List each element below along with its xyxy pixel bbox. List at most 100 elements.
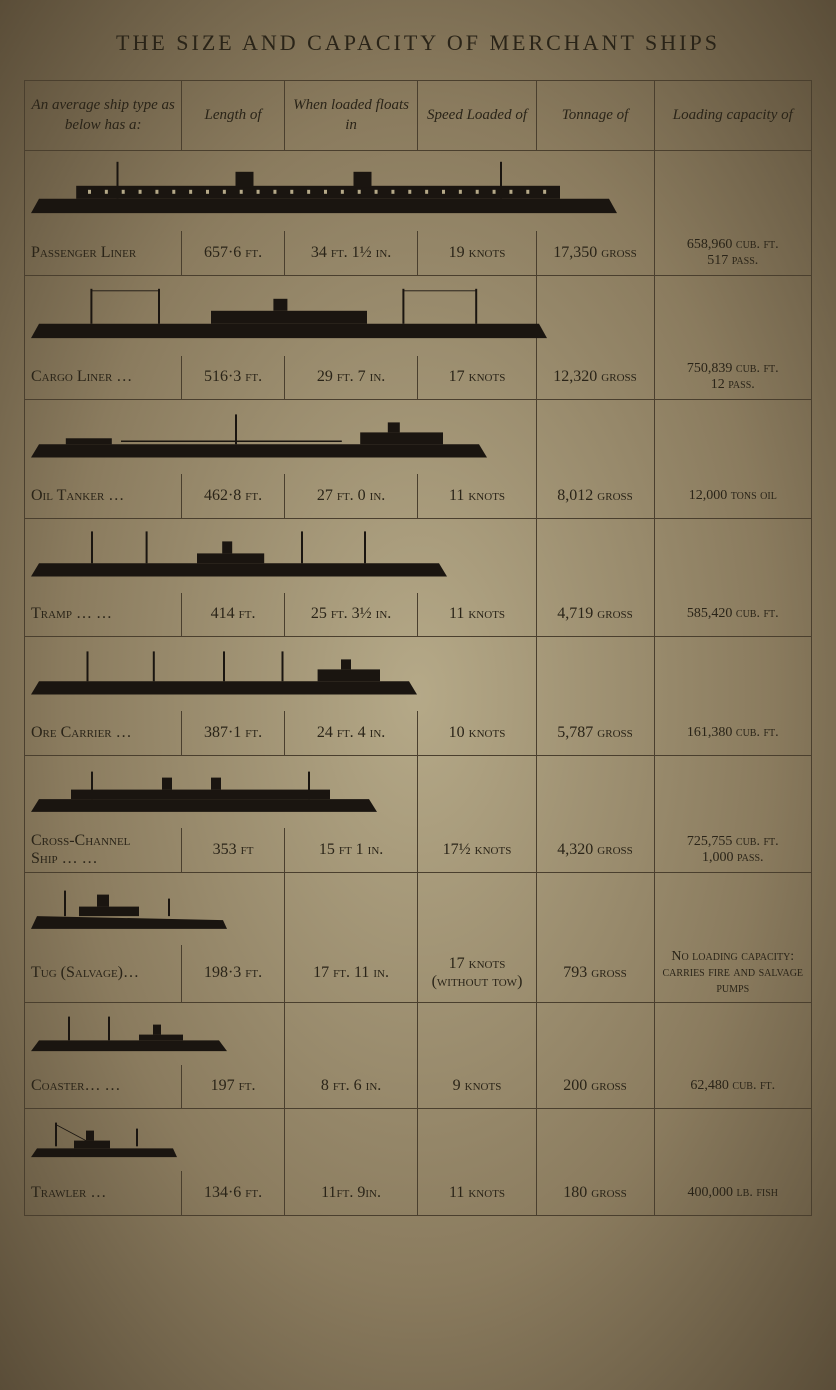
empty-cell — [284, 1002, 418, 1065]
ship-silhouette-icon — [29, 157, 650, 229]
table-row: Tug (Salvage)…198·3 ft.17 ft. 11 in.17 k… — [25, 945, 812, 1002]
ship-tonnage: 17,350 gross — [536, 231, 654, 275]
ship-silhouette-icon — [29, 1115, 280, 1169]
ship-silhouette-row — [25, 275, 812, 356]
empty-cell — [654, 873, 811, 946]
ship-capacity: 725,755 cub. ft. 1,000 pass. — [654, 828, 811, 873]
empty-cell — [654, 1109, 811, 1172]
empty-cell — [536, 400, 654, 475]
ship-silhouette-row — [25, 1002, 812, 1065]
empty-cell — [654, 275, 811, 356]
table-row: Oil Tanker …462·8 ft.27 ft. 0 in.11 knot… — [25, 474, 812, 518]
empty-cell — [284, 873, 418, 946]
ship-length: 516·3 ft. — [182, 356, 284, 400]
empty-cell — [536, 755, 654, 828]
ship-silhouette-cell — [25, 518, 537, 593]
ship-name: Tug (Salvage)… — [25, 945, 182, 1002]
empty-cell — [654, 400, 811, 475]
ship-length: 414 ft. — [182, 593, 284, 637]
table-header-row: An average ship type as below has a: Len… — [25, 81, 812, 151]
empty-cell — [284, 1109, 418, 1172]
ship-silhouette-row — [25, 1109, 812, 1172]
header-tonnage: Tonnage of — [536, 81, 654, 151]
ship-capacity: 585,420 cub. ft. — [654, 593, 811, 637]
ship-silhouette-icon — [29, 879, 280, 943]
ship-silhouette-icon — [29, 525, 532, 591]
ship-draft: 29 ft. 7 in. — [284, 356, 418, 400]
ship-length: 353 ft — [182, 828, 284, 873]
ship-length: 387·1 ft. — [182, 711, 284, 755]
ship-draft: 11ft. 9in. — [284, 1171, 418, 1215]
empty-cell — [654, 151, 811, 232]
empty-cell — [536, 518, 654, 593]
ship-silhouette-cell — [25, 755, 418, 828]
ship-silhouette-icon — [29, 1009, 280, 1063]
ship-speed: 19 knots — [418, 231, 536, 275]
ship-capacity: 400,000 lb. fish — [654, 1171, 811, 1215]
ship-length: 462·8 ft. — [182, 474, 284, 518]
table-row: Ore Carrier …387·1 ft.24 ft. 4 in.10 kno… — [25, 711, 812, 755]
ship-silhouette-icon — [29, 762, 413, 826]
ship-tonnage: 4,320 gross — [536, 828, 654, 873]
ship-tonnage: 4,719 gross — [536, 593, 654, 637]
header-capacity: Loading capacity of — [654, 81, 811, 151]
ship-length: 134·6 ft. — [182, 1171, 284, 1215]
ship-name: Ore Carrier … — [25, 711, 182, 755]
ship-tonnage: 180 gross — [536, 1171, 654, 1215]
ship-silhouette-row — [25, 400, 812, 475]
ship-silhouette-icon — [29, 643, 532, 709]
ship-speed: 17 knots (without tow) — [418, 945, 536, 1002]
ship-silhouette-icon — [29, 406, 532, 472]
ship-tonnage: 8,012 gross — [536, 474, 654, 518]
ship-length: 657·6 ft. — [182, 231, 284, 275]
empty-cell — [654, 1002, 811, 1065]
empty-cell — [418, 1002, 536, 1065]
ships-table: An average ship type as below has a: Len… — [24, 80, 812, 1216]
ship-name: Trawler … — [25, 1171, 182, 1215]
header-length: Length of — [182, 81, 284, 151]
ship-length: 197 ft. — [182, 1065, 284, 1109]
empty-cell — [654, 518, 811, 593]
header-draft: When loaded floats in — [284, 81, 418, 151]
ship-name: Coaster… … — [25, 1065, 182, 1109]
ship-speed: 11 knots — [418, 474, 536, 518]
empty-cell — [418, 873, 536, 946]
empty-cell — [536, 637, 654, 712]
empty-cell — [654, 755, 811, 828]
header-speed: Speed Loaded of — [418, 81, 536, 151]
ship-silhouette-cell — [25, 151, 655, 232]
ship-silhouette-row — [25, 151, 812, 232]
ship-speed: 17 knots — [418, 356, 536, 400]
ship-speed: 9 knots — [418, 1065, 536, 1109]
ship-name: Cross-Channel Ship … … — [25, 828, 182, 873]
page-title: THE SIZE AND CAPACITY OF MERCHANT SHIPS — [24, 30, 812, 56]
ship-draft: 17 ft. 11 in. — [284, 945, 418, 1002]
table-row: Coaster… …197 ft.8 ft. 6 in.9 knots200 g… — [25, 1065, 812, 1109]
ship-silhouette-row — [25, 873, 812, 946]
empty-cell — [418, 1109, 536, 1172]
empty-cell — [536, 1002, 654, 1065]
ship-silhouette-cell — [25, 400, 537, 475]
ship-tonnage: 793 gross — [536, 945, 654, 1002]
ship-name: Tramp … … — [25, 593, 182, 637]
ship-speed: 17½ knots — [418, 828, 536, 873]
ship-capacity: 750,839 cub. ft. 12 pass. — [654, 356, 811, 400]
ship-silhouette-cell — [25, 1002, 285, 1065]
ship-capacity: 12,000 tons oil — [654, 474, 811, 518]
ship-silhouette-row — [25, 755, 812, 828]
ship-draft: 8 ft. 6 in. — [284, 1065, 418, 1109]
empty-cell — [536, 275, 654, 356]
ship-silhouette-cell — [25, 275, 537, 356]
ship-silhouette-cell — [25, 873, 285, 946]
ship-tonnage: 200 gross — [536, 1065, 654, 1109]
empty-cell — [418, 755, 536, 828]
ship-capacity: 62,480 cub. ft. — [654, 1065, 811, 1109]
ship-draft: 25 ft. 3½ in. — [284, 593, 418, 637]
ship-name: Passenger Liner — [25, 231, 182, 275]
ship-capacity: 161,380 cub. ft. — [654, 711, 811, 755]
table-row: Trawler …134·6 ft.11ft. 9in.11 knots180 … — [25, 1171, 812, 1215]
empty-cell — [654, 637, 811, 712]
ship-name: Cargo Liner … — [25, 356, 182, 400]
table-row: Cross-Channel Ship … …353 ft15 ft 1 in.1… — [25, 828, 812, 873]
ship-silhouette-cell — [25, 1109, 285, 1172]
